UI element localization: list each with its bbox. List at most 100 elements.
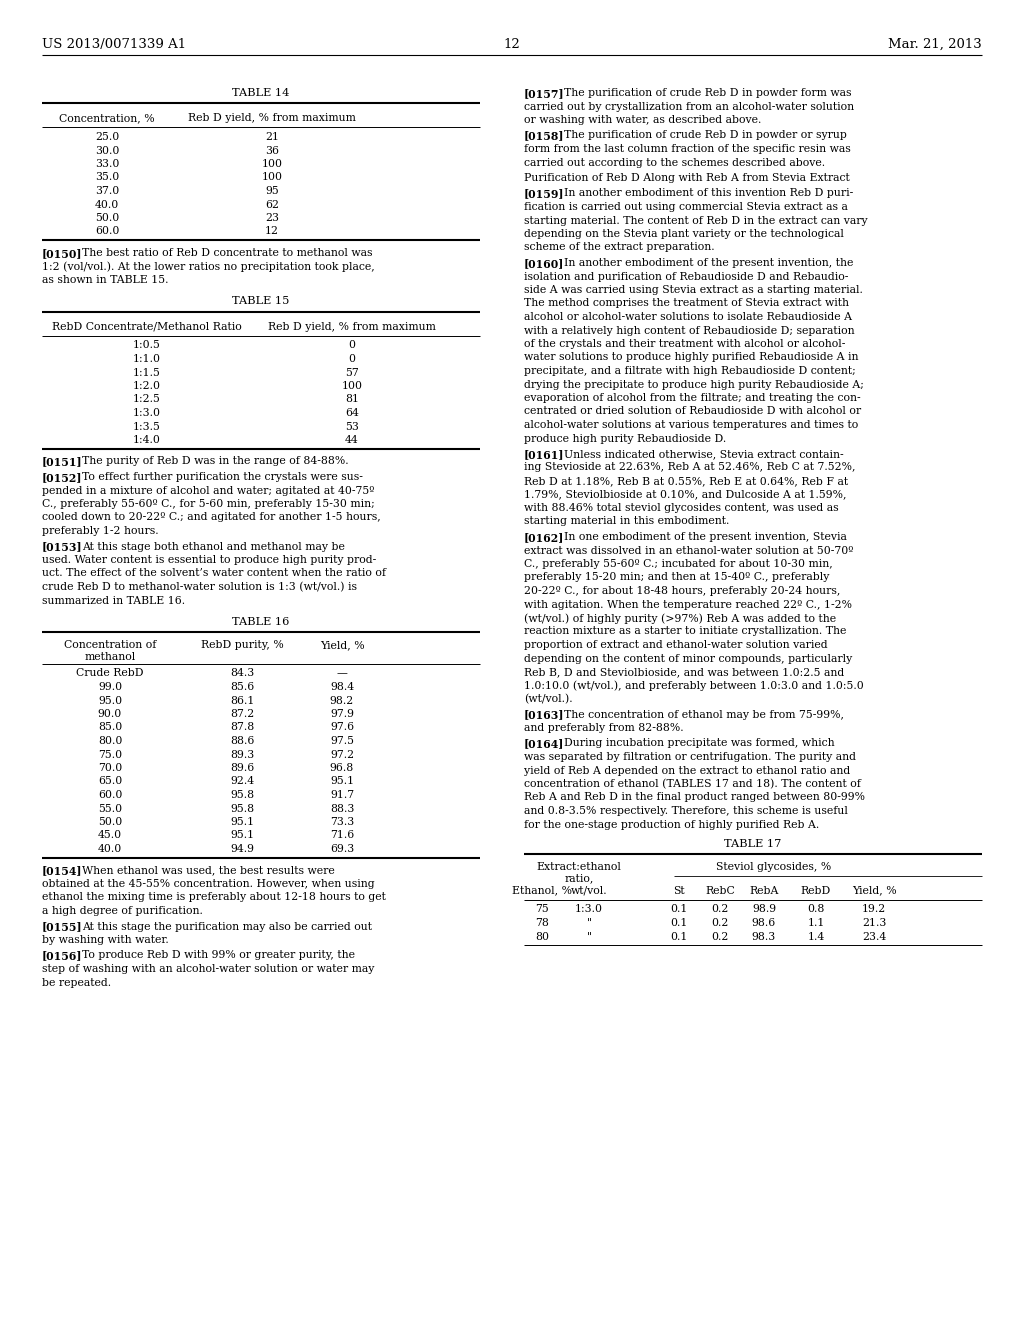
Text: preferably 1-2 hours.: preferably 1-2 hours. [42, 525, 159, 536]
Text: 65.0: 65.0 [98, 776, 122, 787]
Text: 33.0: 33.0 [95, 158, 119, 169]
Text: extract was dissolved in an ethanol-water solution at 50-70º: extract was dissolved in an ethanol-wate… [524, 545, 853, 556]
Text: 21.3: 21.3 [862, 917, 886, 928]
Text: [0163]: [0163] [524, 710, 564, 721]
Text: Steviol glycosides, %: Steviol glycosides, % [717, 862, 831, 873]
Text: starting material in this embodiment.: starting material in this embodiment. [524, 516, 729, 527]
Text: crude Reb D to methanol-water solution is 1:3 (wt/vol.) is: crude Reb D to methanol-water solution i… [42, 582, 357, 593]
Text: ": " [587, 932, 592, 941]
Text: In another embodiment of the present invention, the: In another embodiment of the present inv… [564, 257, 853, 268]
Text: RebD purity, %: RebD purity, % [201, 640, 284, 649]
Text: To effect further purification the crystals were sus-: To effect further purification the cryst… [82, 473, 362, 482]
Text: 96.8: 96.8 [330, 763, 354, 774]
Text: 80: 80 [535, 932, 549, 941]
Text: 0.8: 0.8 [807, 904, 824, 915]
Text: ": " [587, 917, 592, 928]
Text: 0: 0 [348, 341, 355, 351]
Text: Unless indicated otherwise, Stevia extract contain-: Unless indicated otherwise, Stevia extra… [564, 449, 844, 459]
Text: or washing with water, as described above.: or washing with water, as described abov… [524, 115, 762, 125]
Text: 95.0: 95.0 [98, 696, 122, 705]
Text: 1:1.5: 1:1.5 [133, 367, 161, 378]
Text: 1.4: 1.4 [807, 932, 824, 941]
Text: C., preferably 55-60º C.; incubated for about 10-30 min,: C., preferably 55-60º C.; incubated for … [524, 558, 833, 569]
Text: 0.1: 0.1 [671, 904, 688, 915]
Text: In one embodiment of the present invention, Stevia: In one embodiment of the present inventi… [564, 532, 847, 543]
Text: summarized in TABLE 16.: summarized in TABLE 16. [42, 595, 185, 606]
Text: RebD Concentrate/Methanol Ratio: RebD Concentrate/Methanol Ratio [52, 322, 242, 331]
Text: TABLE 16: TABLE 16 [232, 616, 290, 627]
Text: 92.4: 92.4 [230, 776, 254, 787]
Text: alcohol or alcohol-water solutions to isolate Rebaudioside A: alcohol or alcohol-water solutions to is… [524, 312, 852, 322]
Text: 19.2: 19.2 [862, 904, 886, 915]
Text: 99.0: 99.0 [98, 682, 122, 692]
Text: 50.0: 50.0 [98, 817, 122, 828]
Text: 98.2: 98.2 [330, 696, 354, 705]
Text: 23.4: 23.4 [862, 932, 886, 941]
Text: for the one-stage production of highly purified Reb A.: for the one-stage production of highly p… [524, 820, 819, 829]
Text: RebA: RebA [750, 886, 778, 895]
Text: cooled down to 20-22º C.; and agitated for another 1-5 hours,: cooled down to 20-22º C.; and agitated f… [42, 512, 381, 523]
Text: 95.8: 95.8 [230, 804, 254, 813]
Text: 98.4: 98.4 [330, 682, 354, 692]
Text: 89.3: 89.3 [229, 750, 254, 759]
Text: TABLE 14: TABLE 14 [232, 88, 290, 98]
Text: starting material. The content of Reb D in the extract can vary: starting material. The content of Reb D … [524, 215, 867, 226]
Text: 100: 100 [341, 381, 362, 391]
Text: Crude RebD: Crude RebD [76, 668, 143, 678]
Text: 1:2.5: 1:2.5 [133, 395, 161, 404]
Text: At this stage the purification may also be carried out: At this stage the purification may also … [82, 921, 372, 932]
Text: Reb D at 1.18%, Reb B at 0.55%, Reb E at 0.64%, Reb F at: Reb D at 1.18%, Reb B at 0.55%, Reb E at… [524, 477, 848, 486]
Text: with 88.46% total steviol glycosides content, was used as: with 88.46% total steviol glycosides con… [524, 503, 839, 513]
Text: 0.2: 0.2 [712, 904, 729, 915]
Text: [0160]: [0160] [524, 257, 564, 269]
Text: 100: 100 [261, 173, 283, 182]
Text: used. Water content is essential to produce high purity prod-: used. Water content is essential to prod… [42, 554, 376, 565]
Text: ing Stevioside at 22.63%, Reb A at 52.46%, Reb C at 7.52%,: ing Stevioside at 22.63%, Reb A at 52.46… [524, 462, 855, 473]
Text: 95.8: 95.8 [230, 789, 254, 800]
Text: [0153]: [0153] [42, 541, 83, 553]
Text: [0158]: [0158] [524, 131, 564, 141]
Text: [0157]: [0157] [524, 88, 564, 99]
Text: St: St [673, 886, 685, 895]
Text: depending on the content of minor compounds, particularly: depending on the content of minor compou… [524, 653, 852, 664]
Text: [0152]: [0152] [42, 473, 83, 483]
Text: and 0.8-3.5% respectively. Therefore, this scheme is useful: and 0.8-3.5% respectively. Therefore, th… [524, 807, 848, 816]
Text: 95: 95 [265, 186, 279, 195]
Text: 37.0: 37.0 [95, 186, 119, 195]
Text: 36: 36 [265, 145, 279, 156]
Text: was separated by filtration or centrifugation. The purity and: was separated by filtration or centrifug… [524, 752, 856, 762]
Text: produce high purity Rebaudioside D.: produce high purity Rebaudioside D. [524, 433, 726, 444]
Text: 98.9: 98.9 [752, 904, 776, 915]
Text: 95.1: 95.1 [230, 830, 254, 841]
Text: 100: 100 [261, 158, 283, 169]
Text: Reb B, D and Steviolbioside, and was between 1.0:2.5 and: Reb B, D and Steviolbioside, and was bet… [524, 667, 844, 677]
Text: scheme of the extract preparation.: scheme of the extract preparation. [524, 243, 715, 252]
Text: 64: 64 [345, 408, 359, 418]
Text: 1:3.0: 1:3.0 [133, 408, 161, 418]
Text: 98.6: 98.6 [752, 917, 776, 928]
Text: 85.6: 85.6 [229, 682, 254, 692]
Text: wt/vol.: wt/vol. [570, 886, 607, 895]
Text: uct. The effect of the solvent’s water content when the ratio of: uct. The effect of the solvent’s water c… [42, 569, 386, 578]
Text: 0.2: 0.2 [712, 932, 729, 941]
Text: 21: 21 [265, 132, 279, 143]
Text: 98.3: 98.3 [752, 932, 776, 941]
Text: Purification of Reb D Along with Reb A from Stevia Extract: Purification of Reb D Along with Reb A f… [524, 173, 850, 183]
Text: The best ratio of Reb D concentrate to methanol was: The best ratio of Reb D concentrate to m… [82, 248, 373, 257]
Text: 97.6: 97.6 [330, 722, 354, 733]
Text: 1:3.0: 1:3.0 [575, 904, 603, 915]
Text: 1.0:10.0 (wt/vol.), and preferably between 1.0:3.0 and 1.0:5.0: 1.0:10.0 (wt/vol.), and preferably betwe… [524, 681, 864, 692]
Text: During incubation precipitate was formed, which: During incubation precipitate was formed… [564, 738, 835, 748]
Text: 1:2.0: 1:2.0 [133, 381, 161, 391]
Text: 57: 57 [345, 367, 358, 378]
Text: TABLE 17: TABLE 17 [724, 840, 781, 849]
Text: When ethanol was used, the best results were: When ethanol was used, the best results … [82, 866, 335, 875]
Text: 97.2: 97.2 [330, 750, 354, 759]
Text: centrated or dried solution of Rebaudioside D with alcohol or: centrated or dried solution of Rebaudios… [524, 407, 861, 417]
Text: preferably 15-20 min; and then at 15-40º C., preferably: preferably 15-20 min; and then at 15-40º… [524, 573, 829, 582]
Text: Concentration of: Concentration of [63, 640, 157, 649]
Text: [0162]: [0162] [524, 532, 564, 543]
Text: To produce Reb D with 99% or greater purity, the: To produce Reb D with 99% or greater pur… [82, 950, 355, 961]
Text: 1:3.5: 1:3.5 [133, 421, 161, 432]
Text: 1.79%, Steviolbioside at 0.10%, and Dulcoside A at 1.59%,: 1.79%, Steviolbioside at 0.10%, and Dulc… [524, 490, 847, 499]
